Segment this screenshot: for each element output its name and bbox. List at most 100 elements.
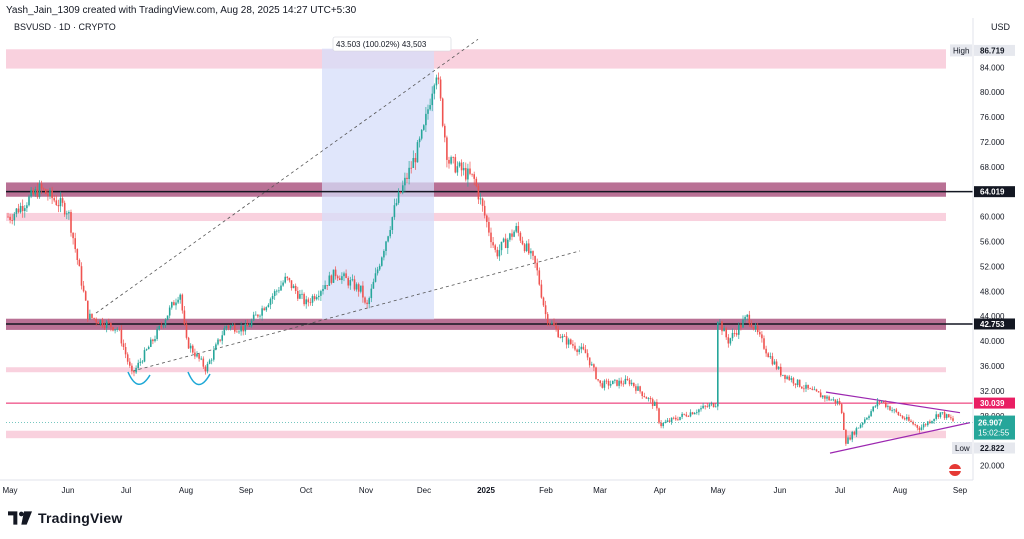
candle-body bbox=[290, 280, 293, 289]
candle-body bbox=[162, 325, 165, 327]
candle-body bbox=[483, 205, 486, 216]
candle-body bbox=[7, 216, 9, 218]
candle-body bbox=[465, 167, 467, 180]
candle-body bbox=[633, 382, 635, 387]
candle-body bbox=[490, 232, 492, 243]
candle-body bbox=[91, 313, 93, 318]
candle-body bbox=[817, 391, 820, 393]
price-tick-label: 60.000 bbox=[980, 213, 1005, 222]
candle-body bbox=[654, 402, 656, 406]
candle-body bbox=[147, 346, 150, 350]
candle-body bbox=[360, 285, 362, 292]
candle-body bbox=[943, 412, 946, 418]
time-tick-label: May bbox=[710, 486, 725, 495]
last-price-value: 26.907 bbox=[978, 419, 1003, 428]
candle-body bbox=[265, 307, 268, 311]
candle-body bbox=[853, 431, 856, 435]
candle-body bbox=[30, 190, 32, 197]
candle-body bbox=[738, 324, 740, 335]
candle-body bbox=[55, 200, 58, 206]
candle-body bbox=[164, 320, 167, 326]
candle-body bbox=[891, 410, 893, 411]
candle-body bbox=[446, 137, 448, 160]
candle-body bbox=[280, 285, 282, 291]
candle-body bbox=[315, 297, 318, 300]
symbol-label[interactable]: BSVUSD · 1D · CRYPTO bbox=[14, 22, 116, 32]
candle-body bbox=[420, 129, 423, 139]
candle-body bbox=[200, 358, 202, 360]
candle-body bbox=[210, 359, 213, 361]
candle-body bbox=[723, 328, 725, 332]
candle-body bbox=[11, 220, 13, 221]
candle-body bbox=[794, 383, 797, 385]
candle-body bbox=[74, 238, 76, 250]
candle-body bbox=[717, 322, 719, 407]
candle-body bbox=[13, 213, 16, 221]
tradingview-logo[interactable]: TradingView bbox=[8, 510, 122, 526]
candle-body bbox=[139, 361, 142, 363]
candle-body bbox=[582, 346, 585, 350]
level-tag-64-bg bbox=[974, 186, 1015, 198]
candle-body bbox=[51, 189, 53, 199]
last-price-countdown: 15:02:55 bbox=[978, 429, 1010, 438]
candle-body bbox=[811, 388, 814, 390]
candle-body bbox=[112, 327, 114, 331]
candle-body bbox=[782, 374, 784, 376]
candle-body bbox=[225, 325, 228, 329]
price-tick-label: 20.000 bbox=[980, 462, 1005, 471]
time-tick-label: Sep bbox=[953, 486, 968, 495]
candle-body bbox=[557, 328, 559, 338]
candle-body bbox=[347, 278, 349, 286]
candle-body bbox=[517, 226, 520, 233]
candle-body bbox=[213, 349, 215, 360]
candle-body bbox=[801, 386, 803, 389]
candle-body bbox=[586, 353, 589, 358]
candle-body bbox=[141, 361, 144, 363]
price-tick-label: 40.000 bbox=[980, 337, 1005, 346]
candle-body bbox=[948, 414, 950, 418]
candle-body bbox=[754, 325, 757, 330]
candle-body bbox=[645, 397, 648, 399]
candle-body bbox=[364, 297, 366, 303]
candle-body bbox=[263, 308, 265, 311]
candle-body bbox=[301, 293, 303, 295]
price-tick-label: 44.000 bbox=[980, 312, 1005, 321]
chart-header-creator: Yash_Jain_1309 created with TradingView.… bbox=[6, 5, 357, 16]
candle-body bbox=[143, 350, 146, 362]
candle-body bbox=[330, 275, 333, 283]
candle-body bbox=[481, 198, 484, 206]
candle-body bbox=[433, 85, 436, 94]
candle-body bbox=[540, 284, 543, 298]
candle-body bbox=[152, 339, 154, 342]
time-tick-label: Apr bbox=[654, 486, 667, 495]
candle-body bbox=[935, 414, 937, 419]
candle-body bbox=[294, 285, 297, 291]
candle-body bbox=[752, 327, 755, 330]
candle-body bbox=[303, 293, 305, 305]
currency-label[interactable]: USD bbox=[990, 22, 1010, 32]
candle-body bbox=[469, 168, 471, 174]
candle-body bbox=[767, 353, 769, 358]
candle-body bbox=[53, 198, 55, 201]
candle-body bbox=[528, 243, 530, 254]
triangle-lower-line bbox=[829, 422, 971, 454]
candle-body bbox=[131, 365, 133, 372]
candle-body bbox=[378, 265, 381, 270]
candle-body bbox=[500, 241, 503, 251]
cup-arc-2 bbox=[187, 371, 211, 386]
candle-body bbox=[565, 336, 568, 345]
candle-body bbox=[687, 416, 690, 418]
candle-body bbox=[318, 295, 320, 298]
candle-body bbox=[591, 364, 593, 366]
candle-body bbox=[57, 205, 60, 207]
time-tick-label: Jun bbox=[62, 486, 75, 495]
price-tick-label: 80.000 bbox=[980, 88, 1005, 97]
candle-body bbox=[931, 420, 933, 424]
candle-body bbox=[622, 383, 625, 385]
time-tick-label: Jul bbox=[121, 486, 131, 495]
candle-body bbox=[374, 273, 377, 282]
candle-body bbox=[534, 255, 536, 263]
candle-body bbox=[227, 325, 230, 328]
candle-body bbox=[76, 249, 79, 260]
